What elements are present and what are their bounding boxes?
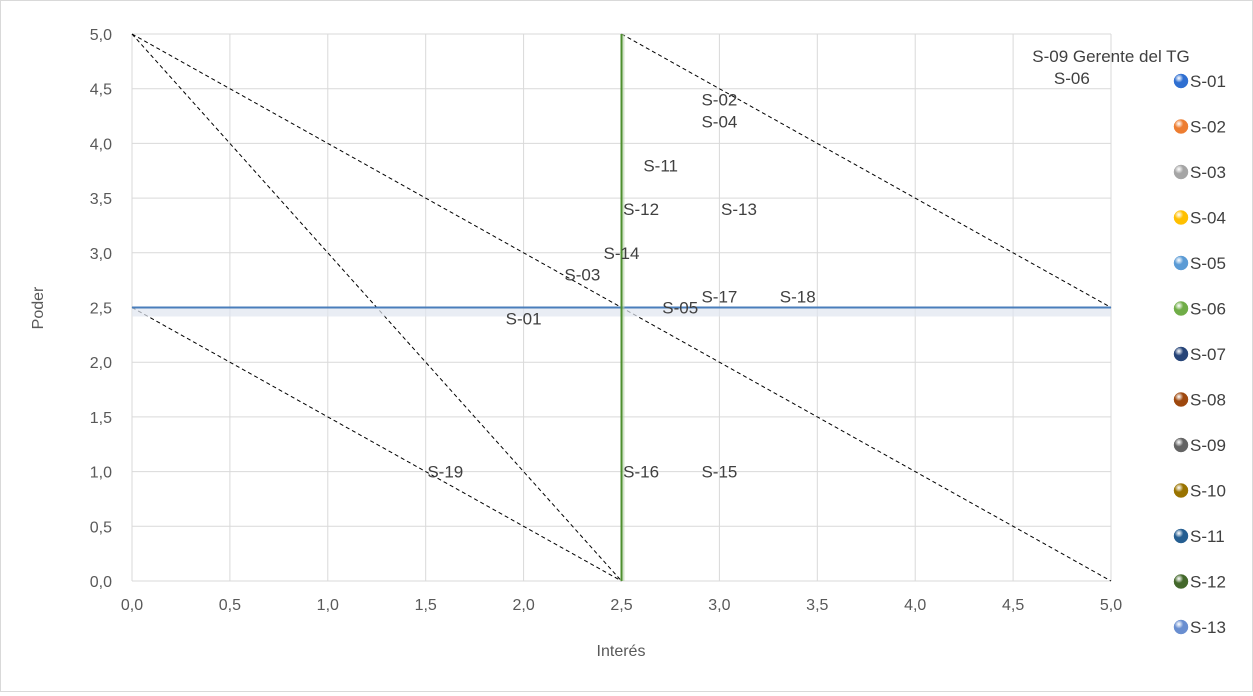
legend-label: S-08 [1190, 391, 1226, 410]
y-tick-label: 4,0 [90, 136, 112, 153]
legend-marker [1173, 164, 1189, 180]
legend-marker [1173, 73, 1189, 89]
legend-marker [1173, 528, 1189, 544]
x-axis-title: Interés [597, 643, 646, 660]
point-label: S-17 [701, 288, 737, 307]
y-tick-label: 0,5 [90, 519, 112, 536]
y-tick-label: 3,0 [90, 246, 112, 263]
legend: S-01 S-02 S-03 S-04 S-05 S-06 S-07 S-08 S-09 S-10… [1173, 72, 1226, 637]
y-tick-label: 1,0 [90, 465, 112, 482]
y-tick-label: 2,5 [90, 301, 112, 318]
legend-label: S-06 [1190, 300, 1226, 319]
y-tick-label: 5,0 [90, 27, 112, 44]
legend-label: S-13 [1190, 618, 1226, 637]
x-tick-label: 1,0 [317, 597, 339, 614]
point-label: S-09 Gerente del TG [1032, 47, 1190, 66]
y-tick-label: 2,0 [90, 355, 112, 372]
y-tick-label: 1,5 [90, 410, 112, 427]
legend-marker [1173, 483, 1189, 498]
point-label: S-06 [1054, 69, 1090, 88]
point-label: S-02 [701, 91, 737, 110]
point-label: S-11 [643, 156, 678, 175]
legend-label: S-07 [1190, 345, 1226, 364]
legend-marker [1173, 392, 1189, 407]
point-label: S-01 [506, 309, 542, 328]
y-tick-label: 4,5 [90, 82, 112, 99]
point-label: S-19 [427, 463, 463, 482]
x-tick-label: 2,5 [610, 597, 632, 614]
legend-label: S-02 [1190, 118, 1226, 137]
legend-marker [1173, 119, 1189, 134]
x-tick-label: 5,0 [1100, 597, 1122, 614]
legend-label: S-03 [1190, 163, 1226, 182]
legend-label: S-11 [1190, 527, 1225, 546]
legend-label: S-04 [1190, 209, 1226, 228]
point-label: S-12 [623, 200, 659, 219]
point-label: S-05 [662, 299, 698, 318]
x-tick-label: 4,0 [904, 597, 926, 614]
x-tick-labels: 0,0 0,5 1,0 1,5 2,0 2,5 3,0 3,5 4,0 4,5 5,0 [121, 597, 1122, 614]
point-label: S-13 [721, 200, 757, 219]
legend-marker [1173, 437, 1189, 453]
x-tick-label: 0,0 [121, 597, 143, 614]
x-tick-label: 3,0 [708, 597, 730, 614]
dashed-diagonal-line [621, 33, 1112, 308]
point-label: S-15 [701, 463, 737, 482]
legend-marker [1173, 574, 1189, 589]
x-tick-label: 1,5 [415, 597, 437, 614]
x-tick-label: 4,5 [1002, 597, 1024, 614]
x-tick-label: 0,5 [219, 597, 241, 614]
y-tick-labels: 0,0 0,5 1,0 1,5 2,0 2,5 3,0 3,5 4,0 4,5 5,0 [90, 27, 112, 591]
legend-label: S-10 [1190, 482, 1226, 501]
legend-marker [1173, 301, 1189, 316]
point-label: S-03 [564, 266, 600, 285]
y-tick-label: 0,0 [90, 574, 112, 591]
dashed-diagonal-line [131, 307, 622, 582]
point-label: S-04 [701, 113, 737, 132]
point-labels: S-01 S-02 S-03 S-04 S-05 S-06 S-09 Gerente del… [427, 47, 1189, 482]
reference-lines [132, 34, 1111, 581]
point-label: S-16 [623, 463, 659, 482]
y-axis-title: Poder [30, 286, 47, 329]
legend-label: S-09 [1190, 436, 1226, 455]
legend-marker [1173, 619, 1189, 635]
legend-marker [1173, 210, 1189, 225]
legend-label: S-01 [1190, 72, 1226, 91]
x-tick-label: 3,5 [806, 597, 828, 614]
point-label: S-14 [604, 244, 640, 263]
legend-label: S-05 [1190, 254, 1226, 273]
y-tick-label: 3,5 [90, 191, 112, 208]
legend-marker [1173, 255, 1189, 271]
point-label: S-18 [780, 288, 816, 307]
x-tick-label: 2,0 [512, 597, 534, 614]
legend-marker [1173, 346, 1189, 362]
legend-label: S-12 [1190, 573, 1226, 592]
